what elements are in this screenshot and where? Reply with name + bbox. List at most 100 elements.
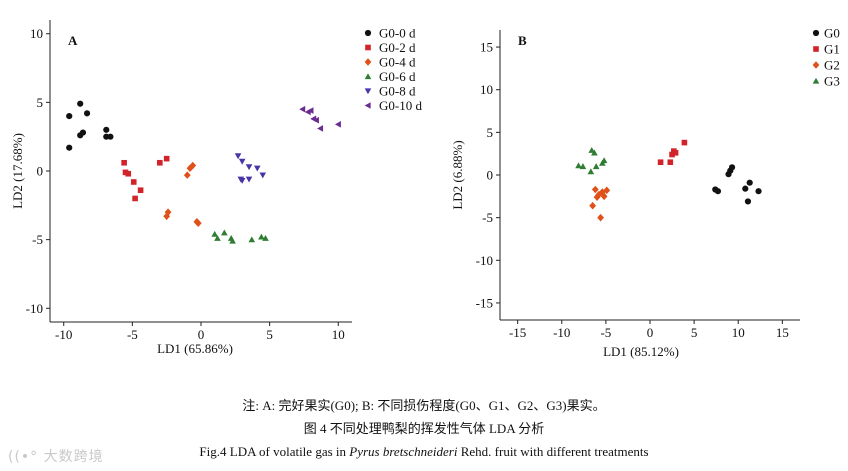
data-point-circle bbox=[755, 188, 762, 195]
data-point-triangle-down bbox=[234, 153, 242, 160]
y-tick-label: -5 bbox=[482, 210, 493, 225]
data-point-triangle-down bbox=[237, 176, 245, 183]
data-point-triangle-up bbox=[248, 236, 256, 243]
legend-marker-circle bbox=[364, 29, 372, 37]
legend-label: G0-0 d bbox=[379, 26, 416, 41]
x-tick-label: 0 bbox=[647, 325, 654, 340]
data-point-triangle-left bbox=[299, 105, 306, 113]
y-tick-label: 10 bbox=[30, 26, 43, 41]
y-tick-label: 5 bbox=[487, 125, 494, 140]
panel-letter: B bbox=[518, 33, 527, 48]
data-point-triangle-up bbox=[592, 163, 600, 170]
legend-marker-diamond bbox=[364, 58, 372, 66]
legend-label: G1 bbox=[824, 42, 840, 57]
data-point-circle bbox=[742, 185, 749, 192]
legend-label: G0-6 d bbox=[379, 69, 416, 84]
data-point-circle bbox=[103, 126, 110, 133]
panel-letter: A bbox=[68, 33, 78, 48]
legend-label: G2 bbox=[824, 58, 840, 73]
x-tick-label: 5 bbox=[691, 325, 698, 340]
data-point-square bbox=[137, 187, 144, 194]
data-point-diamond bbox=[194, 219, 202, 227]
legend-marker-circle bbox=[812, 29, 820, 37]
data-point-triangle-up bbox=[600, 157, 608, 164]
y-tick-label: 0 bbox=[487, 168, 494, 183]
x-axis-label: LD1 (85.12%) bbox=[603, 344, 679, 359]
legend-marker-square bbox=[365, 44, 371, 51]
data-point-diamond bbox=[183, 171, 191, 179]
data-point-diamond bbox=[593, 193, 601, 201]
legend-marker-square bbox=[813, 46, 819, 52]
data-point-triangle-up bbox=[214, 234, 221, 241]
data-point-circle bbox=[107, 133, 114, 140]
data-point-triangle-up bbox=[229, 237, 236, 244]
x-tick-label: 10 bbox=[732, 325, 745, 340]
data-point-diamond bbox=[189, 161, 197, 170]
data-point-square bbox=[667, 159, 674, 166]
y-tick-label: -10 bbox=[476, 253, 493, 268]
x-tick-label: -10 bbox=[55, 327, 72, 342]
data-point-diamond bbox=[597, 213, 604, 222]
y-axis-label: LD2 (17.68%) bbox=[10, 133, 25, 209]
legend-marker-triangle-up bbox=[812, 77, 820, 84]
data-point-triangle-left bbox=[313, 116, 319, 124]
data-point-triangle-up bbox=[211, 230, 219, 237]
x-tick-label: 15 bbox=[776, 325, 789, 340]
x-tick-label: 0 bbox=[198, 327, 205, 342]
data-point-circle bbox=[79, 129, 87, 136]
legend-label: G0-4 d bbox=[379, 55, 416, 70]
data-point-square bbox=[669, 151, 675, 158]
y-tick-label: -10 bbox=[26, 301, 43, 316]
data-point-triangle-down bbox=[238, 158, 246, 165]
legend-label: G0-8 d bbox=[379, 84, 416, 99]
caption-title-en: Fig.4 LDA of volatile gas in Pyrus brets… bbox=[0, 444, 848, 460]
data-point-triangle-left bbox=[317, 125, 324, 132]
data-point-circle bbox=[77, 100, 84, 107]
y-tick-label: 0 bbox=[37, 164, 44, 179]
legend-label: G0-10 d bbox=[379, 98, 422, 113]
data-point-square bbox=[672, 150, 679, 156]
x-axis-label: LD1 (65.86%) bbox=[157, 341, 233, 356]
caption-title-en-suffix: Rehd. fruit with different treatments bbox=[457, 444, 649, 459]
data-point-square bbox=[157, 159, 163, 166]
y-tick-label: 10 bbox=[480, 82, 493, 97]
data-point-diamond bbox=[163, 212, 171, 221]
legend-marker-diamond bbox=[812, 61, 820, 69]
data-point-triangle-up bbox=[579, 163, 587, 170]
data-point-circle bbox=[66, 112, 73, 120]
data-point-diamond bbox=[164, 208, 172, 216]
data-point-triangle-up bbox=[258, 233, 265, 240]
legend-label: G3 bbox=[824, 74, 840, 89]
y-tick-label: 5 bbox=[37, 95, 44, 110]
legend-marker-triangle-up bbox=[364, 73, 372, 80]
legend-label: G0-2 d bbox=[379, 40, 416, 55]
data-point-triangle-down bbox=[253, 165, 261, 172]
watermark-text: 大数跨境 bbox=[43, 449, 104, 465]
data-point-circle bbox=[744, 198, 752, 205]
data-point-square bbox=[132, 195, 138, 202]
watermark-logo: ((•° 大数跨境 bbox=[8, 449, 104, 465]
data-point-triangle-up bbox=[591, 149, 598, 156]
data-point-triangle-down bbox=[245, 164, 253, 171]
caption-title-en-prefix: Fig.4 LDA of volatile gas in bbox=[199, 444, 350, 459]
legend-label: G0 bbox=[824, 26, 840, 41]
data-point-triangle-up bbox=[587, 168, 595, 175]
data-point-square bbox=[121, 159, 127, 166]
legend-marker-triangle-down bbox=[364, 88, 372, 95]
x-tick-label: 5 bbox=[266, 327, 273, 342]
caption-species: Pyrus bretschneideri bbox=[349, 444, 458, 459]
data-point-square bbox=[163, 155, 170, 162]
data-point-circle bbox=[66, 144, 73, 151]
y-axis-label: LD2 (6.88%) bbox=[450, 140, 465, 209]
data-point-diamond bbox=[603, 186, 611, 195]
data-point-diamond bbox=[600, 192, 608, 201]
x-tick-label: -15 bbox=[509, 325, 526, 340]
x-tick-label: 10 bbox=[332, 327, 345, 342]
x-tick-label: -5 bbox=[600, 325, 611, 340]
data-point-diamond bbox=[589, 201, 597, 210]
y-tick-label: -15 bbox=[476, 295, 493, 310]
data-point-triangle-left bbox=[334, 121, 341, 128]
data-point-diamond bbox=[591, 185, 599, 194]
x-tick-label: -10 bbox=[553, 325, 570, 340]
